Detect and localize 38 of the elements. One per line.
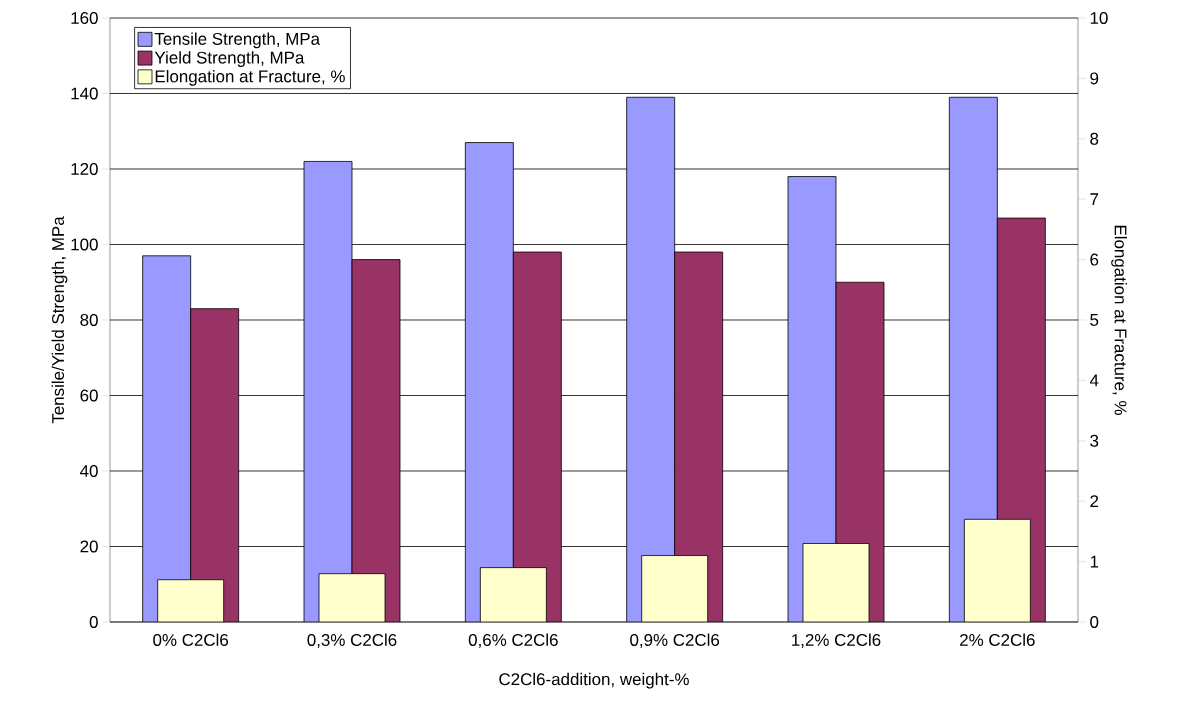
y-tick-label: 100	[71, 238, 98, 251]
x-tick-label: 0,3% C2Cl6	[307, 633, 397, 648]
bar	[963, 518, 1031, 622]
y2-tick-label: 1	[1090, 555, 1099, 568]
y-tick-label: 0	[89, 616, 98, 628]
y2-tick-label: 8	[1090, 132, 1099, 145]
x-axis-title: C2Cl6-addition, weight-%	[499, 672, 689, 689]
legend-label: Elongation at Fracture, %	[155, 69, 345, 86]
x-tick-label: 0,9% C2Cl6	[630, 633, 720, 648]
y2-tick-label: 7	[1090, 193, 1099, 206]
y-tick-label: 120	[71, 163, 98, 175]
y2-tick-label: 0	[1090, 616, 1099, 628]
x-tick-label: 2% C2Cl6	[960, 633, 1035, 646]
y2-tick-label: 2	[1090, 495, 1099, 508]
y2-tick-label: 3	[1090, 434, 1099, 447]
y2-axis-title: Elongation at Fracture, %	[1111, 225, 1127, 415]
legend-label: Tensile Strength, MPa	[154, 32, 321, 49]
x-tick-label: 0% C2Cl6	[153, 633, 229, 646]
bar	[802, 543, 870, 622]
y2-tick-label: 6	[1090, 253, 1099, 266]
y-tick-label: 140	[71, 87, 98, 100]
y2-tick-label: 10	[1090, 11, 1108, 24]
y-tick-label: 160	[71, 11, 98, 24]
x-tick-label: 0,6% C2Cl6	[468, 633, 558, 648]
y-tick-label: 20	[80, 540, 98, 553]
legend-label: Yield Strength, MPa	[154, 51, 305, 67]
y2-tick-label: 5	[1090, 314, 1099, 326]
y-axis-title: Tensile/Yield Strength, MPa	[51, 216, 68, 424]
bar	[479, 567, 547, 622]
y-tick-label: 80	[80, 314, 98, 326]
x-tick-label: 1,2% C2Cl6	[792, 633, 881, 648]
bar	[157, 579, 225, 622]
bar	[318, 573, 386, 622]
bar	[641, 555, 709, 622]
y-tick-label: 40	[80, 465, 98, 477]
y2-tick-label: 4	[1089, 374, 1099, 387]
y2-tick-label: 9	[1090, 72, 1099, 85]
y-tick-label: 60	[80, 389, 98, 402]
